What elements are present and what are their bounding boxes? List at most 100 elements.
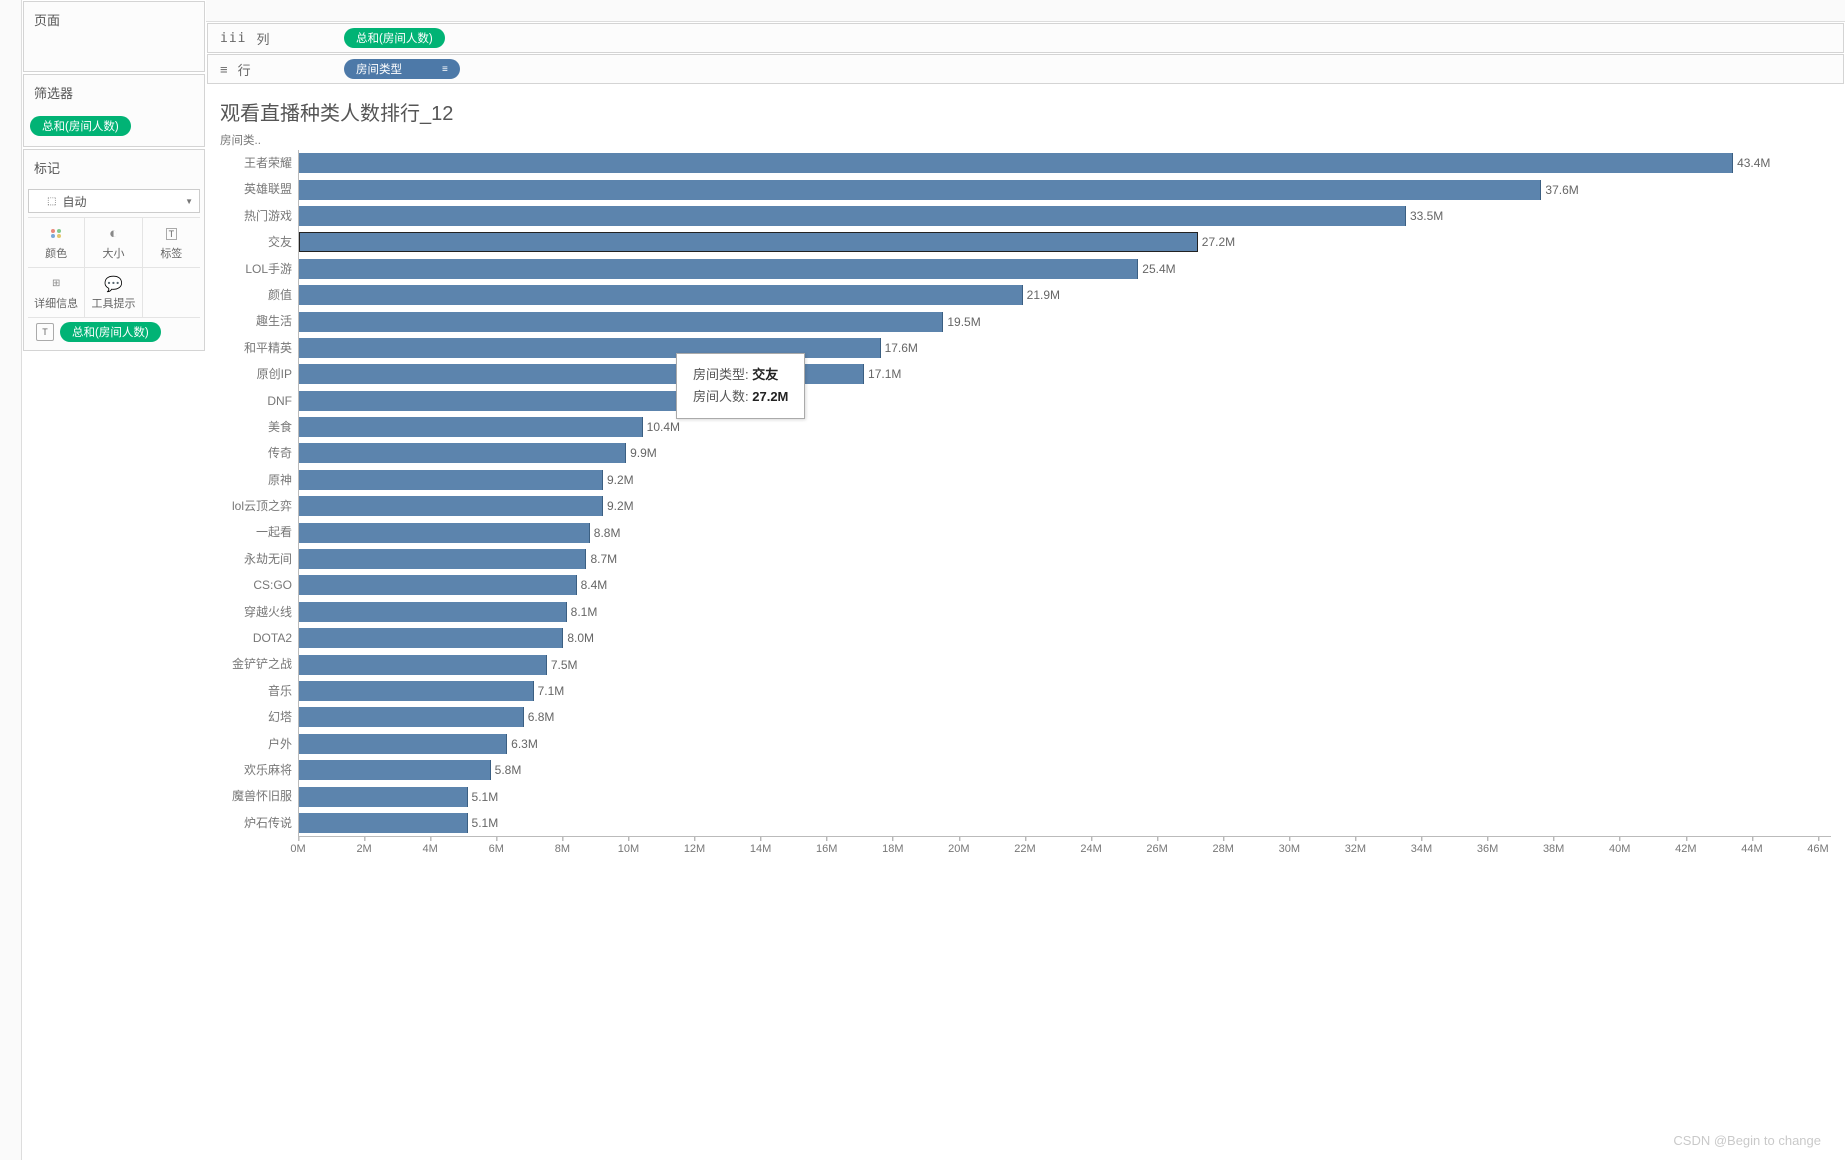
x-tick: 0M	[290, 837, 305, 855]
category-label: 趣生活	[220, 308, 298, 334]
bar[interactable]	[299, 628, 563, 648]
bar[interactable]	[299, 760, 491, 780]
bar-row[interactable]: 7.5M	[299, 651, 1831, 677]
bar[interactable]	[299, 813, 468, 833]
bar-row[interactable]: 10.4M	[299, 414, 1831, 440]
bar-value-label: 9.2M	[607, 499, 634, 513]
bar[interactable]	[299, 787, 468, 807]
category-label: 永劫无间	[220, 546, 298, 572]
marks-label: 标记	[34, 158, 60, 177]
mark-color[interactable]: 颜色	[28, 218, 85, 268]
bar-row[interactable]: 25.4M	[299, 256, 1831, 282]
bar-row[interactable]: 5.8M	[299, 757, 1831, 783]
bar[interactable]	[299, 206, 1406, 226]
category-label: lol云顶之弈	[220, 493, 298, 519]
x-tick: 26M	[1146, 837, 1167, 855]
bar-value-label: 7.1M	[538, 684, 565, 698]
bar-row[interactable]: 21.9M	[299, 282, 1831, 308]
bar[interactable]	[299, 496, 603, 516]
bar-value-label: 7.5M	[551, 658, 578, 672]
bar-row[interactable]: 9.9M	[299, 440, 1831, 466]
bar-value-label: 25.4M	[1142, 262, 1175, 276]
bar-value-label: 21.9M	[1027, 288, 1060, 302]
rows-pill[interactable]: 房间类型≡	[344, 59, 460, 79]
mark-size[interactable]: ◐ 大小	[85, 218, 142, 268]
bar-row[interactable]: 8.4M	[299, 572, 1831, 598]
bar-row[interactable]: 8.0M	[299, 625, 1831, 651]
label-icon: T	[166, 225, 178, 243]
bar[interactable]	[299, 232, 1198, 252]
bar-value-label: 10.4M	[647, 420, 680, 434]
bar-row[interactable]: 9.2M	[299, 493, 1831, 519]
bar-row[interactable]: 7.1M	[299, 678, 1831, 704]
bar[interactable]	[299, 602, 567, 622]
bar[interactable]	[299, 734, 507, 754]
bar-row[interactable]: 9.2M	[299, 467, 1831, 493]
category-label: 魔兽怀旧服	[220, 783, 298, 809]
bar-row[interactable]: 6.8M	[299, 704, 1831, 730]
bar[interactable]	[299, 655, 547, 675]
category-label: 王者荣耀	[220, 150, 298, 176]
bar[interactable]	[299, 180, 1541, 200]
bar[interactable]	[299, 153, 1733, 173]
bar-value-label: 8.4M	[581, 578, 608, 592]
bar-row[interactable]: 19.5M	[299, 308, 1831, 334]
bar[interactable]	[299, 443, 626, 463]
category-label: 交友	[220, 229, 298, 255]
bar-row[interactable]: 37.6M	[299, 176, 1831, 202]
x-tick: 40M	[1609, 837, 1630, 855]
bar-row[interactable]: 8.1M	[299, 599, 1831, 625]
filter-pill[interactable]: 总和(房间人数)	[30, 116, 131, 136]
bar-row[interactable]: 13.4M	[299, 388, 1831, 414]
bar[interactable]	[299, 681, 534, 701]
bar[interactable]	[299, 259, 1138, 279]
bar-row[interactable]: 5.1M	[299, 783, 1831, 809]
mark-detail[interactable]: ⊞ 详细信息	[28, 268, 85, 318]
bar[interactable]	[299, 312, 943, 332]
bar[interactable]	[299, 575, 577, 595]
category-label: CS:GO	[220, 572, 298, 598]
bar-row[interactable]: 27.2M	[299, 229, 1831, 255]
tooltip-icon: 💬	[104, 275, 123, 293]
bar-row[interactable]: 5.1M	[299, 810, 1831, 836]
bar[interactable]	[299, 417, 643, 437]
bar-row[interactable]: 17.6M	[299, 335, 1831, 361]
x-tick: 10M	[618, 837, 639, 855]
category-label: 原神	[220, 467, 298, 493]
bar-value-label: 8.0M	[567, 631, 594, 645]
rows-shelf[interactable]: ≡ 行 房间类型≡	[207, 54, 1844, 84]
x-axis: 0M2M4M6M8M10M12M14M16M18M20M22M24M26M28M…	[298, 836, 1831, 866]
bar-value-label: 17.1M	[868, 367, 901, 381]
category-label: 欢乐麻将	[220, 757, 298, 783]
category-label: 和平精英	[220, 335, 298, 361]
bar[interactable]	[299, 549, 586, 569]
marks-pill[interactable]: 总和(房间人数)	[60, 322, 161, 342]
auto-icon: ⬚	[47, 196, 56, 207]
category-label: 户外	[220, 731, 298, 757]
rows-label: 行	[238, 60, 251, 79]
columns-pill[interactable]: 总和(房间人数)	[344, 28, 445, 48]
bar[interactable]	[299, 470, 603, 490]
bar[interactable]	[299, 285, 1023, 305]
bar-row[interactable]: 33.5M	[299, 203, 1831, 229]
category-label: 英雄联盟	[220, 176, 298, 202]
x-tick: 38M	[1543, 837, 1564, 855]
bar-row[interactable]: 8.8M	[299, 519, 1831, 545]
x-tick: 18M	[882, 837, 903, 855]
bar-row[interactable]: 17.1M	[299, 361, 1831, 387]
bars-region: 43.4M37.6M33.5M27.2M 25.4M 21.9M 19.5M17.6M…	[298, 150, 1831, 836]
bar-row[interactable]: 43.4M	[299, 150, 1831, 176]
x-tick: 4M	[423, 837, 438, 855]
pages-label: 页面	[34, 10, 60, 29]
bar-row[interactable]: 8.7M	[299, 546, 1831, 572]
bar[interactable]	[299, 707, 524, 727]
mark-label[interactable]: T 标签	[143, 218, 200, 268]
x-tick: 34M	[1411, 837, 1432, 855]
marks-type-select[interactable]: ⬚自动 ▼	[28, 189, 200, 213]
label-mark-icon: T	[36, 323, 54, 341]
bar-row[interactable]: 6.3M	[299, 731, 1831, 757]
bar[interactable]	[299, 523, 590, 543]
columns-shelf[interactable]: iii 列 总和(房间人数)	[207, 23, 1844, 53]
x-tick: 46M	[1807, 837, 1828, 855]
mark-tooltip[interactable]: 💬 工具提示	[85, 268, 142, 318]
